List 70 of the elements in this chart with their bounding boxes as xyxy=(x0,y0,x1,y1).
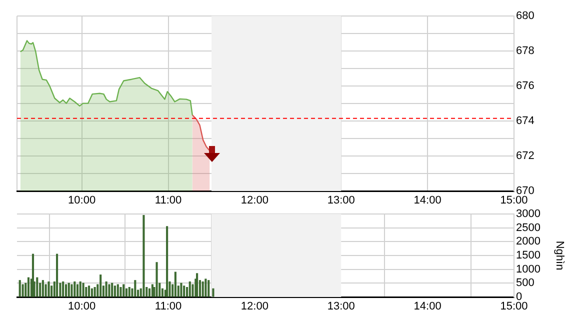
y-tick-label: 2500 xyxy=(516,222,540,234)
bar xyxy=(156,262,158,297)
bar xyxy=(94,286,96,297)
bar xyxy=(183,286,186,297)
bar xyxy=(100,274,102,297)
bar xyxy=(27,277,30,297)
bar xyxy=(122,284,125,297)
y-tick-label: 0 xyxy=(516,291,522,304)
bar xyxy=(116,284,119,297)
x-tick-label: 12:00 xyxy=(240,194,268,207)
bar xyxy=(166,226,168,297)
bar xyxy=(76,284,79,297)
bar xyxy=(196,273,198,297)
bar xyxy=(108,284,110,297)
bar xyxy=(50,286,53,297)
bar xyxy=(18,280,21,297)
bar xyxy=(70,284,73,297)
bar xyxy=(202,281,204,297)
y-tick-label: 680 xyxy=(516,10,534,22)
x-tick-label: 10:00 xyxy=(68,194,96,207)
bar xyxy=(82,282,84,297)
y-tick-label: 3000 xyxy=(516,208,540,220)
bar xyxy=(134,280,136,297)
x-tick-label: 13:00 xyxy=(327,300,355,313)
bar xyxy=(22,284,24,297)
y-tick-label: 2000 xyxy=(516,236,540,248)
y-tick-label: 674 xyxy=(516,115,534,128)
x-tick-label: 13:00 xyxy=(327,194,355,207)
y-tick-label: 672 xyxy=(516,150,534,162)
y-tick-label: 676 xyxy=(516,80,534,92)
bar xyxy=(114,286,116,297)
bar xyxy=(44,284,47,297)
bar xyxy=(204,278,207,297)
bar xyxy=(74,281,76,297)
bar xyxy=(188,281,191,297)
bar xyxy=(120,286,122,297)
x-tick-label: 12:00 xyxy=(240,300,268,313)
bar xyxy=(174,272,176,297)
bar xyxy=(111,282,114,297)
y-tick-label: 500 xyxy=(516,277,534,290)
bar xyxy=(88,286,90,297)
bar xyxy=(64,284,68,297)
bar xyxy=(68,282,70,297)
x-tick-label: 14:00 xyxy=(414,194,442,207)
bar xyxy=(105,281,108,297)
bar xyxy=(180,282,182,297)
bar xyxy=(90,288,93,297)
bar xyxy=(62,281,64,297)
y-tick-label: 1000 xyxy=(516,263,540,276)
y-axis-title: Nghìn xyxy=(553,240,566,270)
bar xyxy=(56,254,58,297)
y-tick-label: 678 xyxy=(516,45,534,58)
x-tick-label: 15:00 xyxy=(500,194,528,207)
bar xyxy=(36,277,38,297)
y-tick-label: 1500 xyxy=(516,250,540,262)
bar xyxy=(212,288,214,297)
x-tick-label: 10:00 xyxy=(68,300,96,313)
bar xyxy=(42,280,44,297)
bar xyxy=(125,288,128,297)
bar xyxy=(85,286,88,297)
bar xyxy=(142,215,145,297)
bar xyxy=(208,280,210,297)
x-tick-label: 15:00 xyxy=(500,300,528,313)
bar xyxy=(128,286,130,297)
bar xyxy=(148,288,151,297)
x-tick-label: 11:00 xyxy=(154,300,182,313)
x-tick-label: 11:00 xyxy=(154,194,182,207)
bar xyxy=(48,281,50,297)
x-tick-label: 14:00 xyxy=(414,300,442,313)
bar xyxy=(79,281,82,297)
